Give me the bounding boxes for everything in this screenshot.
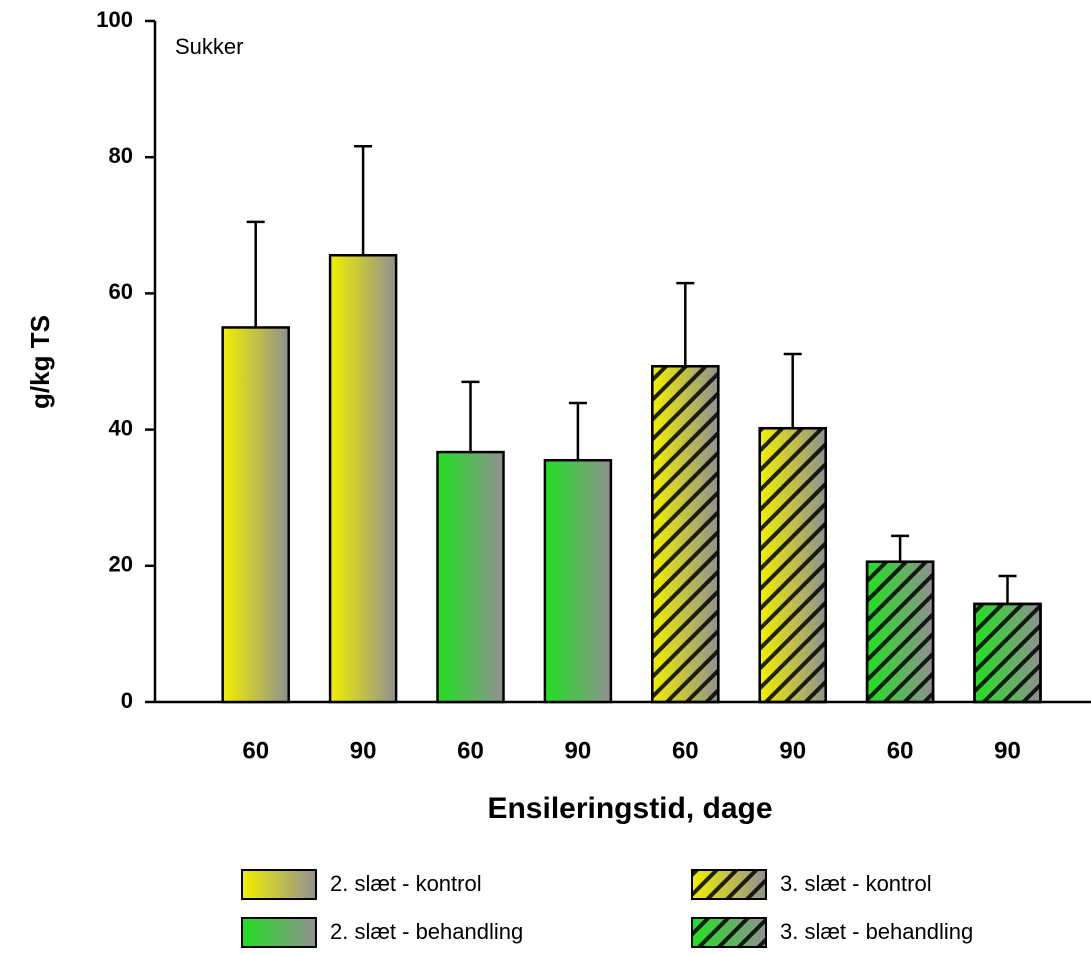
bar — [436, 450, 505, 704]
y-tick-label: 100 — [96, 7, 133, 32]
legend-label: 2. slæt - kontrol — [330, 871, 482, 896]
annotation: Sukker — [175, 34, 243, 59]
bar — [543, 458, 613, 704]
bar — [221, 326, 290, 704]
bar-hatch — [973, 602, 1042, 704]
y-tick-label: 40 — [109, 415, 133, 440]
bar-hatch — [758, 426, 827, 704]
x-tick-label: 60 — [242, 737, 269, 764]
x-tick-label: 90 — [565, 737, 592, 764]
legend-swatch-hatch — [691, 869, 767, 900]
y-tick-label: 80 — [109, 143, 133, 168]
legend-label: 2. slæt - behandling — [330, 919, 523, 944]
bar-hatch — [865, 560, 935, 704]
legend-label: 3. slæt - kontrol — [780, 871, 932, 896]
y-axis-label: g/kg TS — [25, 315, 55, 409]
x-tick-label: 60 — [457, 737, 484, 764]
legend-swatch — [241, 869, 317, 900]
x-tick-label: 90 — [779, 737, 806, 764]
bar-hatch — [651, 365, 720, 704]
legend-label: 3. slæt - behandling — [780, 919, 973, 944]
y-tick-label: 0 — [121, 688, 133, 713]
x-tick-label: 60 — [887, 737, 914, 764]
x-axis-label: Ensileringstid, dage — [487, 792, 772, 825]
x-tick-label: 60 — [672, 737, 699, 764]
y-tick-label: 20 — [109, 552, 133, 577]
y-tick-label: 60 — [109, 279, 133, 304]
x-tick-label: 90 — [994, 737, 1021, 764]
x-tick-label: 90 — [350, 737, 377, 764]
legend-swatch — [241, 917, 317, 948]
bar — [328, 254, 398, 704]
legend-swatch-hatch — [691, 917, 767, 948]
